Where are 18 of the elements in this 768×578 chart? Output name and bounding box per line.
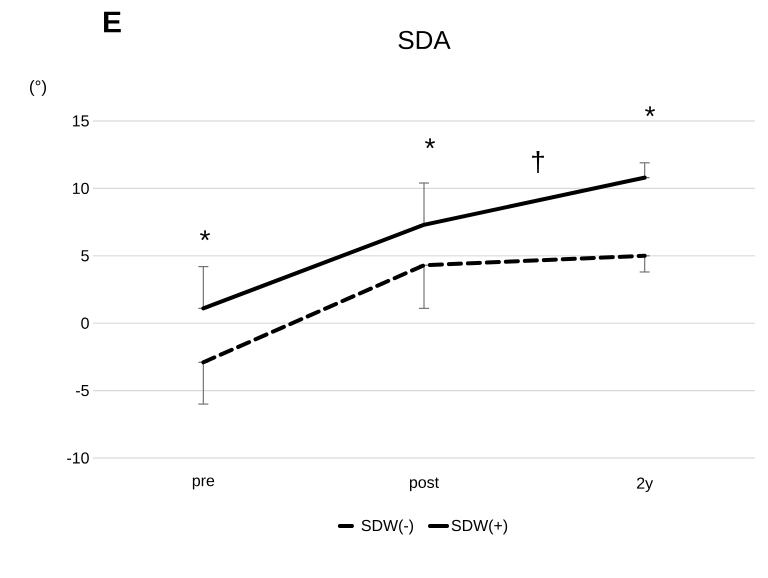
x-tick-label: post bbox=[410, 478, 439, 492]
y-tick-label: 5 bbox=[81, 250, 89, 262]
y-tick-label: -10 bbox=[67, 452, 89, 464]
annotation: * bbox=[200, 230, 210, 240]
text: E bbox=[104, 12, 121, 32]
y-tick-label: -5 bbox=[76, 385, 89, 396]
text: * bbox=[645, 106, 655, 116]
x-tick-label: 2y bbox=[637, 478, 654, 492]
legend-label: SDW(-) bbox=[362, 519, 414, 534]
y-tick-label: 15 bbox=[72, 115, 89, 127]
y-tick-label: 10 bbox=[72, 182, 89, 194]
chart-title: SDA bbox=[398, 30, 451, 50]
y-axis-title: (°) bbox=[30, 80, 46, 96]
annotation: * bbox=[425, 138, 435, 148]
annotation: † bbox=[532, 150, 544, 174]
legend-label: SDW(+) bbox=[452, 519, 508, 534]
y-tick-label: 0 bbox=[81, 318, 89, 329]
x-tick-label: pre bbox=[192, 478, 214, 490]
